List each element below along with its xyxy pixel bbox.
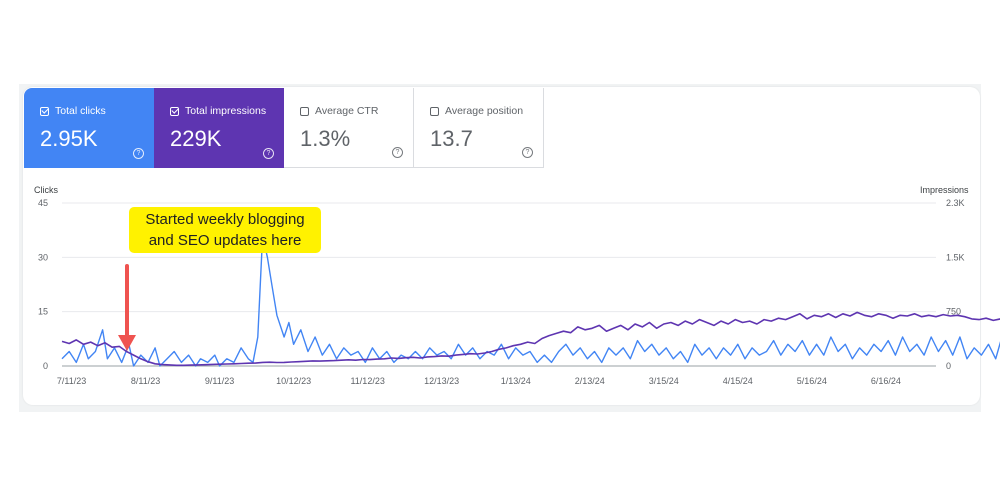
left-axis-title: Clicks <box>34 185 58 195</box>
x-tick-label: 6/16/24 <box>871 376 901 386</box>
metric-tiles: Total clicks 2.95K ? Total impressions 2… <box>24 88 544 168</box>
x-tick-label: 9/11/23 <box>205 376 234 386</box>
total-clicks-label: Total clicks <box>55 105 106 117</box>
clicks-series-line <box>61 234 1000 367</box>
checkbox-checked-icon[interactable] <box>40 106 49 116</box>
average-ctr-label: Average CTR <box>315 105 379 117</box>
x-tick-label: 8/11/23 <box>131 376 160 386</box>
average-position-tile[interactable]: Average position 13.7 ? <box>414 88 544 168</box>
total-clicks-tile[interactable]: Total clicks 2.95K ? <box>24 88 154 168</box>
right-axis-title: Impressions <box>920 185 969 195</box>
help-icon[interactable]: ? <box>392 147 403 158</box>
checkbox-unchecked-icon[interactable] <box>430 106 439 116</box>
help-icon[interactable]: ? <box>263 148 274 159</box>
right-tick-label: 750 <box>946 307 961 317</box>
help-icon[interactable]: ? <box>522 147 533 158</box>
average-position-label: Average position <box>445 105 524 117</box>
checkbox-unchecked-icon[interactable] <box>300 106 309 116</box>
total-clicks-value: 2.95K <box>40 126 98 151</box>
total-impressions-value: 229K <box>170 126 222 151</box>
left-tick-label: 15 <box>38 307 48 317</box>
impressions-series-line <box>61 311 1000 367</box>
left-tick-label: 0 <box>43 361 48 371</box>
average-ctr-value: 1.3% <box>300 126 351 151</box>
right-tick-label: 2.3K <box>946 198 965 208</box>
x-tick-label: 11/12/23 <box>350 376 384 386</box>
annotation-line-1: Started weekly blogging <box>145 211 305 228</box>
total-impressions-tile[interactable]: Total impressions 229K ? <box>154 88 284 168</box>
x-tick-label: 1/13/24 <box>501 376 531 386</box>
x-tick-label: 3/15/24 <box>649 376 679 386</box>
right-tick-label: 1.5K <box>946 252 965 262</box>
left-tick-label: 45 <box>38 198 48 208</box>
x-tick-label: 4/15/24 <box>723 376 753 386</box>
x-tick-label: 10/12/23 <box>276 376 311 386</box>
checkbox-checked-icon[interactable] <box>170 106 179 116</box>
x-tick-label: 5/16/24 <box>797 376 827 386</box>
x-tick-label: 2/13/24 <box>575 376 605 386</box>
right-tick-label: 0 <box>946 361 951 371</box>
annotation-line-2: and SEO updates here <box>148 232 302 249</box>
left-tick-label: 30 <box>38 252 48 262</box>
help-icon[interactable]: ? <box>133 148 144 159</box>
total-impressions-label: Total impressions <box>185 105 267 117</box>
average-ctr-tile[interactable]: Average CTR 1.3% ? <box>284 88 414 168</box>
average-position-value: 13.7 <box>430 126 473 151</box>
annotation-callout: Started weekly blogging and SEO updates … <box>129 207 321 253</box>
arrow-down-icon <box>118 335 136 351</box>
x-tick-label: 7/11/23 <box>57 376 86 386</box>
x-tick-label: 12/13/23 <box>424 376 459 386</box>
